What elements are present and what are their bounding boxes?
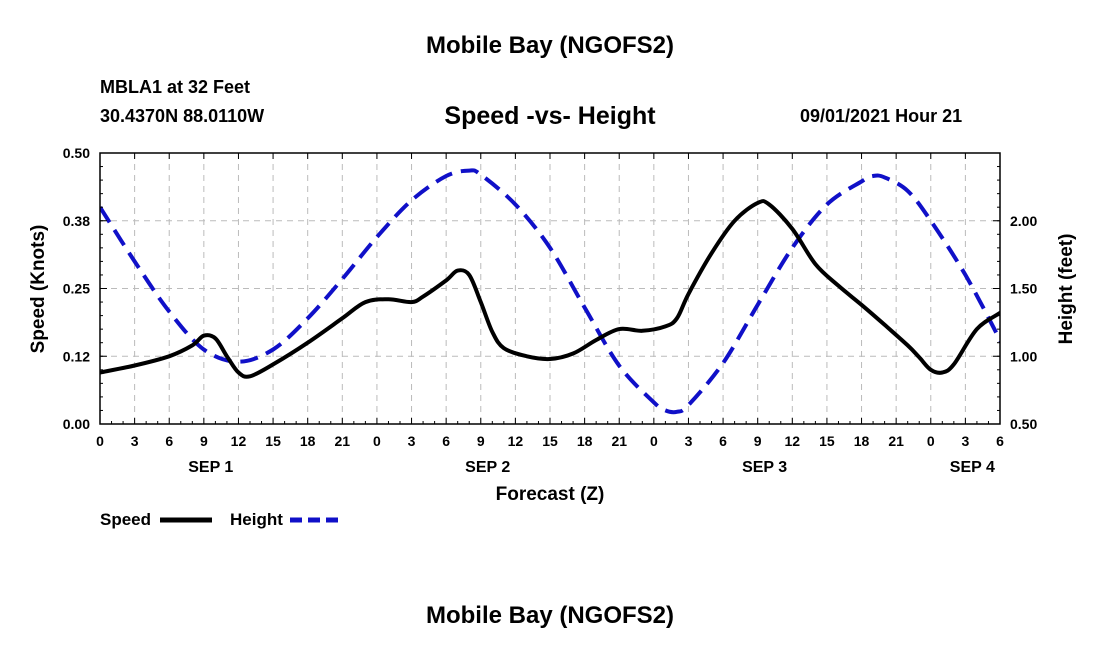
y2-tick-label-1: 1.00 bbox=[1010, 348, 1037, 364]
legend-label-speed: Speed bbox=[100, 510, 151, 529]
x-tick-label-8: 0 bbox=[373, 433, 381, 449]
x-tick-label-12: 12 bbox=[508, 433, 524, 449]
x-tick-label-20: 12 bbox=[785, 433, 801, 449]
y-tick-label-1: 0.12 bbox=[63, 348, 90, 364]
y-tick-label-4: 0.50 bbox=[63, 145, 90, 161]
day-label-3: SEP 4 bbox=[950, 459, 995, 476]
x-tick-label-10: 6 bbox=[442, 433, 450, 449]
x-tick-label-7: 21 bbox=[335, 433, 351, 449]
y-tick-label-0: 0.00 bbox=[63, 416, 90, 432]
chart-subtitle: Speed -vs- Height bbox=[444, 102, 656, 130]
x-tick-label-18: 6 bbox=[719, 433, 727, 449]
x-tick-label-15: 21 bbox=[611, 433, 627, 449]
grid-layer bbox=[99, 153, 1001, 424]
y-tick-label-3: 0.38 bbox=[63, 213, 90, 229]
series-line-height bbox=[100, 168, 1000, 415]
station-label: MBLA1 at 32 Feet bbox=[100, 77, 251, 97]
y2-tick-label-3: 2.00 bbox=[1010, 213, 1037, 229]
x-tick-label-19: 9 bbox=[754, 433, 762, 449]
x-axis-label: Forecast (Z) bbox=[496, 484, 605, 505]
y2-tick-label-2: 1.50 bbox=[1010, 281, 1037, 297]
series-line-speed bbox=[100, 199, 1000, 379]
legend-label-height: Height bbox=[230, 510, 283, 529]
x-tick-label-26: 6 bbox=[996, 433, 1004, 449]
series-layer bbox=[100, 168, 1000, 415]
x-tick-label-16: 0 bbox=[650, 433, 658, 449]
day-label-2: SEP 3 bbox=[742, 459, 787, 476]
x-tick-label-1: 3 bbox=[131, 433, 139, 449]
x-tick-label-4: 12 bbox=[231, 433, 247, 449]
forecast-datetime: 09/01/2021 Hour 21 bbox=[800, 106, 963, 126]
day-label-1: SEP 2 bbox=[465, 459, 510, 476]
x-tick-label-2: 6 bbox=[165, 433, 173, 449]
x-tick-label-14: 18 bbox=[577, 433, 593, 449]
x-tick-label-0: 0 bbox=[96, 433, 104, 449]
y2-tick-label-0: 0.50 bbox=[1010, 416, 1037, 432]
x-tick-label-17: 3 bbox=[685, 433, 693, 449]
footer-title: Mobile Bay (NGOFS2) bbox=[425, 602, 675, 629]
x-tick-label-3: 9 bbox=[200, 433, 208, 449]
x-tick-label-13: 15 bbox=[542, 433, 558, 449]
x-tick-label-9: 3 bbox=[408, 433, 416, 449]
x-tick-label-25: 3 bbox=[961, 433, 969, 449]
x-tick-label-22: 18 bbox=[854, 433, 870, 449]
day-label-0: SEP 1 bbox=[188, 459, 233, 476]
y2-axis-label: Height (feet) bbox=[1056, 234, 1077, 345]
x-tick-label-11: 9 bbox=[477, 433, 485, 449]
chart-main-title: Mobile Bay (NGOFS2) bbox=[425, 32, 675, 59]
axis-layer: 0 3 6 9 12 15 18 21 0 3 6 9 12 15 18 21 0 3 6 9 12 15 18 21 0 3 6S… bbox=[63, 145, 1038, 476]
x-tick-label-6: 18 bbox=[300, 433, 316, 449]
x-tick-label-23: 21 bbox=[888, 433, 904, 449]
y-tick-label-2: 0.25 bbox=[63, 281, 90, 297]
x-tick-label-21: 15 bbox=[819, 433, 835, 449]
y-axis-label: Speed (Knots) bbox=[28, 225, 49, 354]
station-coordinates: 30.4370N 88.0110W bbox=[100, 106, 265, 126]
x-tick-label-24: 0 bbox=[927, 433, 935, 449]
x-tick-label-5: 15 bbox=[265, 433, 281, 449]
legend: Speed Height bbox=[100, 510, 342, 529]
